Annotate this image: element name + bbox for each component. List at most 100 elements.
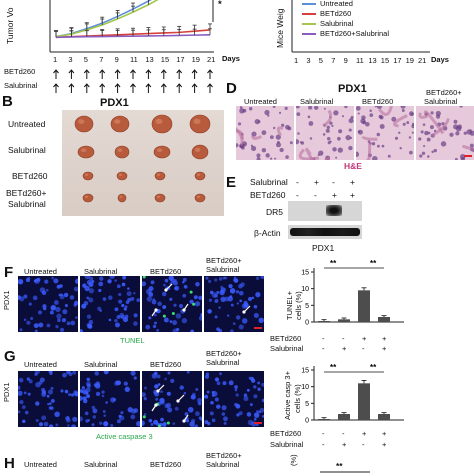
nucleus xyxy=(85,381,91,387)
dose-arrowhead xyxy=(68,69,75,74)
nucleus xyxy=(265,153,270,158)
day-tick: 7 xyxy=(99,55,104,64)
row-salubrinal: Salubrinal xyxy=(8,145,46,155)
nucleus xyxy=(144,386,147,390)
y-tick-label: 10 xyxy=(301,384,309,391)
nucleus xyxy=(331,124,334,128)
nucleus xyxy=(167,407,173,413)
nucleus xyxy=(257,381,261,385)
nucleus xyxy=(374,106,377,108)
nucleus xyxy=(369,109,372,113)
fluorescence-image xyxy=(18,371,78,427)
nucleus xyxy=(66,321,71,326)
nucleus xyxy=(297,132,300,135)
tumor-highlight xyxy=(84,173,89,176)
nucleus xyxy=(62,372,67,378)
bar xyxy=(378,414,390,420)
tumor-highlight xyxy=(156,173,161,176)
nucleus xyxy=(120,411,124,415)
nucleus xyxy=(356,151,360,158)
nucleus xyxy=(55,306,61,313)
nucleus xyxy=(226,314,230,317)
nucleus xyxy=(54,411,60,418)
nucleus xyxy=(256,157,261,160)
row-combo-line1: BETd260+ xyxy=(6,188,47,198)
nucleus xyxy=(198,315,202,321)
nucleus xyxy=(440,141,447,147)
sign: + xyxy=(350,190,355,200)
dose-arrowhead xyxy=(83,69,90,74)
panel-letter-f: F xyxy=(4,264,14,281)
nucleus xyxy=(49,310,54,315)
nucleus xyxy=(253,385,257,389)
tissue-strand xyxy=(365,142,372,160)
tumor-highlight xyxy=(155,118,163,124)
nucleus xyxy=(143,413,147,416)
nucleus xyxy=(18,410,21,414)
nucleus xyxy=(308,121,314,126)
nucleus xyxy=(80,329,83,332)
nucleus xyxy=(234,385,238,389)
tumor-highlight xyxy=(119,195,123,198)
nucleus xyxy=(45,288,49,292)
tissue-strand xyxy=(236,127,244,146)
nucleus xyxy=(222,381,227,386)
nucleus xyxy=(348,145,353,151)
nucleus xyxy=(229,288,236,294)
sign: - xyxy=(322,440,325,449)
h-col-salubrinal: Salubrinal xyxy=(84,460,118,469)
y-tick-label: 15 xyxy=(301,368,309,375)
nucleus xyxy=(453,119,458,124)
nucleus xyxy=(208,298,213,302)
nucleus xyxy=(81,386,85,390)
nucleus xyxy=(236,143,239,148)
nucleus xyxy=(296,112,301,117)
nucleus xyxy=(261,147,267,153)
nucleus xyxy=(229,295,233,299)
caspase-stain-label: Active caspase 3 xyxy=(96,432,153,441)
days-xlabel: Days xyxy=(222,54,240,63)
nucleus xyxy=(238,411,243,416)
nucleus xyxy=(253,305,258,309)
tumor-highlight xyxy=(78,119,85,124)
nucleus xyxy=(167,371,171,375)
dosing-arrows xyxy=(53,69,213,93)
day-tick: 11 xyxy=(130,55,138,64)
day-tick-right: 19 xyxy=(405,56,414,65)
nucleus xyxy=(107,279,112,284)
nucleus xyxy=(261,382,264,387)
nucleus xyxy=(23,391,27,395)
dose-arrowhead xyxy=(160,69,167,74)
tissue-strand xyxy=(251,135,262,140)
nucleus xyxy=(110,423,114,427)
nucleus xyxy=(148,316,152,320)
arrowhead xyxy=(164,288,168,292)
nucleus xyxy=(455,125,462,132)
nucleus xyxy=(411,112,414,116)
day-tick: 3 xyxy=(68,55,73,64)
tumor-specimen xyxy=(191,144,209,160)
nucleus xyxy=(50,406,54,410)
dose-arrowhead xyxy=(207,83,213,88)
tumor-highlight xyxy=(156,195,161,198)
nucleus xyxy=(236,302,240,305)
nucleus xyxy=(195,411,200,417)
nucleus xyxy=(114,322,120,328)
nucleus xyxy=(72,371,77,375)
nucleus xyxy=(73,300,78,306)
tissue-strand xyxy=(361,135,378,141)
nucleus xyxy=(399,146,402,150)
dr5-label: DR5 xyxy=(266,207,284,217)
nucleus xyxy=(187,406,194,413)
nucleus xyxy=(394,136,399,140)
nucleus xyxy=(154,321,157,325)
nucleus xyxy=(99,309,102,312)
nucleus xyxy=(207,309,212,314)
nucleus xyxy=(18,385,21,390)
row-combo-line2: Salubrinal xyxy=(8,199,46,209)
nucleus xyxy=(274,157,277,160)
f-col-untreated: Untreated xyxy=(24,267,57,276)
nucleus xyxy=(92,415,96,419)
dose-arrowhead xyxy=(99,83,106,88)
nucleus xyxy=(160,390,163,394)
